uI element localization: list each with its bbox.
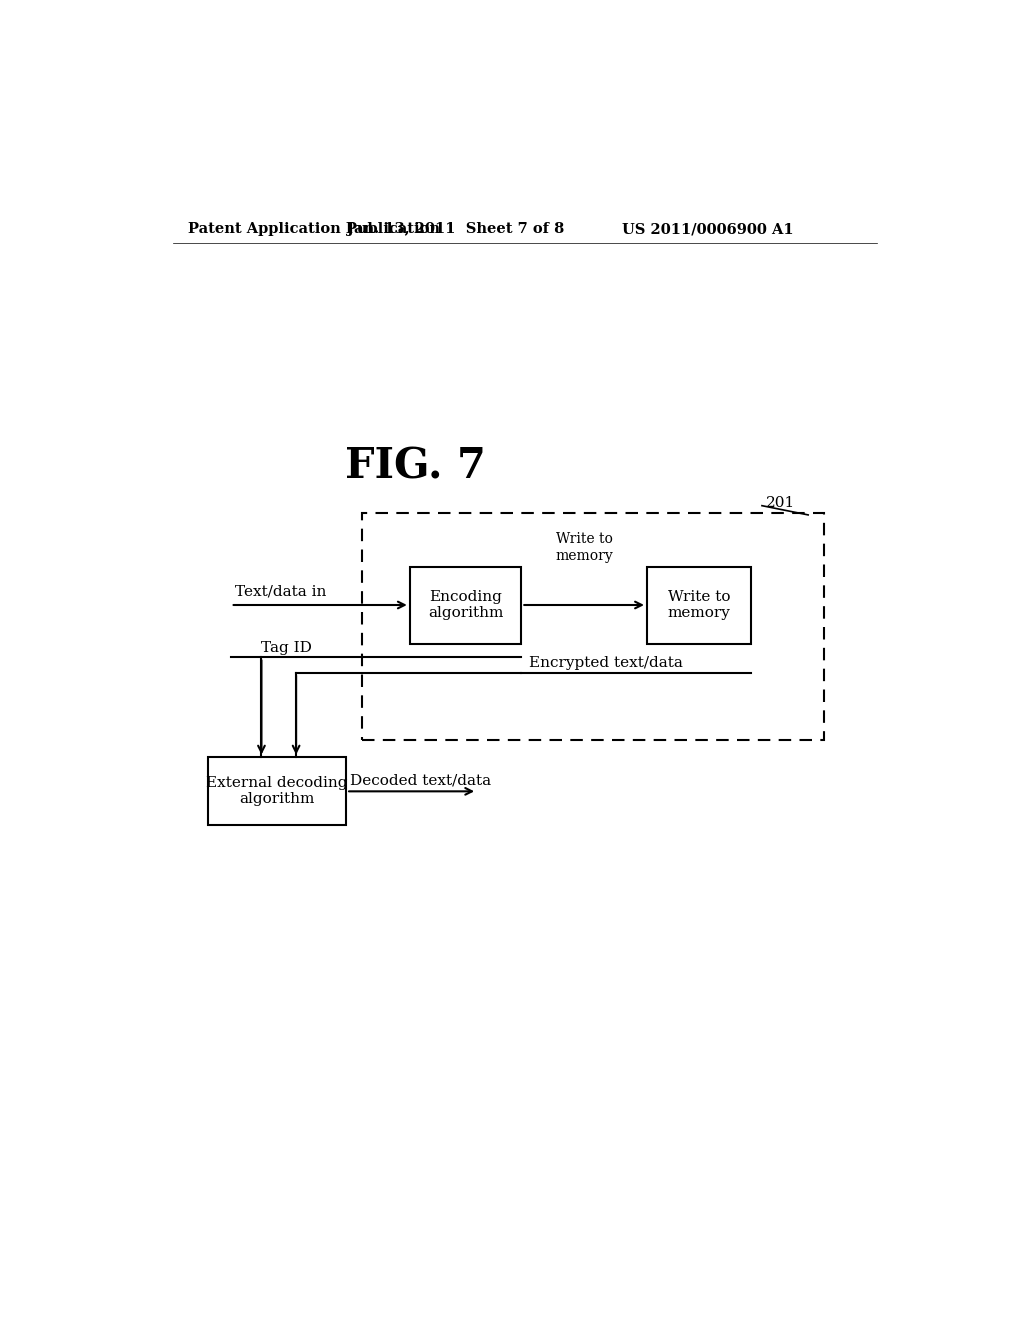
Text: Encrypted text/data: Encrypted text/data: [529, 656, 683, 671]
Text: Text/data in: Text/data in: [234, 585, 326, 599]
Text: Decoded text/data: Decoded text/data: [350, 774, 492, 788]
Bar: [647, 566, 751, 644]
Bar: [361, 512, 823, 739]
Bar: [410, 566, 521, 644]
Text: FIG. 7: FIG. 7: [345, 445, 486, 487]
Text: 201: 201: [766, 496, 795, 511]
Bar: [208, 758, 346, 825]
Text: US 2011/0006900 A1: US 2011/0006900 A1: [622, 222, 794, 236]
Text: Patent Application Publication: Patent Application Publication: [188, 222, 440, 236]
Text: Encoding
algorithm: Encoding algorithm: [428, 590, 503, 620]
Text: External decoding
algorithm: External decoding algorithm: [206, 776, 347, 807]
Text: Write to
memory: Write to memory: [555, 532, 613, 562]
Text: Write to
memory: Write to memory: [668, 590, 730, 620]
Text: Tag ID: Tag ID: [261, 642, 312, 655]
Text: Jan. 13, 2011  Sheet 7 of 8: Jan. 13, 2011 Sheet 7 of 8: [347, 222, 564, 236]
